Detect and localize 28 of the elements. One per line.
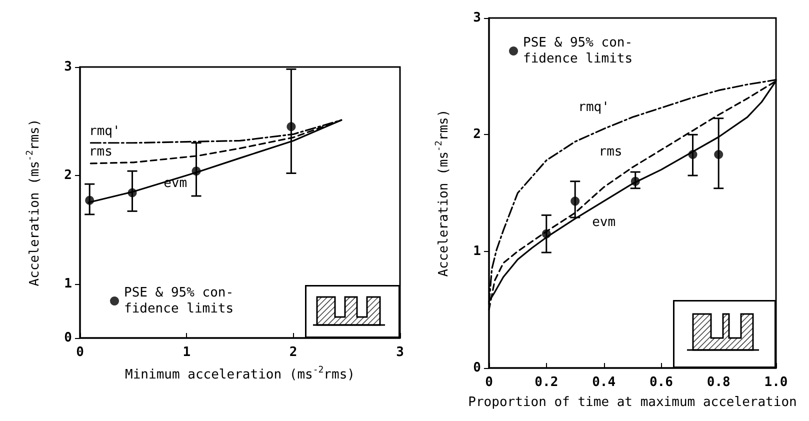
y-tick-label: 1	[64, 276, 72, 292]
y-tick-label: 0	[64, 330, 72, 346]
series-label: rmq'	[89, 124, 120, 139]
x-tick-label: 1	[182, 345, 191, 360]
y-tick-label: 2	[473, 127, 481, 142]
y-axis-title: Acceleration (ms-2rms)	[434, 109, 452, 277]
x-axis-title: Proportion of time at maximum acceleration	[468, 395, 797, 410]
x-tick-label: 0.2	[534, 375, 558, 390]
x-tick-label: 0	[76, 345, 84, 360]
x-tick-label: 0.4	[592, 375, 616, 390]
legend-label: PSE & 95% con- fidence limits	[523, 36, 640, 66]
legend-label: PSE & 95% con- fidence limits	[124, 286, 242, 316]
series-label: rmq'	[578, 100, 610, 115]
x-tick-label: 0.6	[649, 375, 674, 390]
series-label: rms	[88, 144, 112, 160]
x-tick-label: 0.8	[706, 375, 731, 390]
x-tick-label: 3	[396, 345, 404, 360]
y-tick-label: 3	[473, 10, 481, 26]
series-label: rms	[598, 144, 622, 160]
y-axis-title: Acceleration (ms-2rms)	[26, 118, 42, 286]
x-tick-label: 1.0	[764, 375, 788, 390]
x-tick-label: 0	[485, 375, 494, 390]
y-tick-label: 1	[473, 244, 482, 259]
y-tick-label: 0	[473, 360, 482, 376]
y-tick-label: 2	[64, 168, 72, 183]
y-tick-label: 3	[64, 60, 72, 74]
x-tick-label: 2	[289, 345, 298, 360]
series-label: evm	[592, 215, 616, 230]
